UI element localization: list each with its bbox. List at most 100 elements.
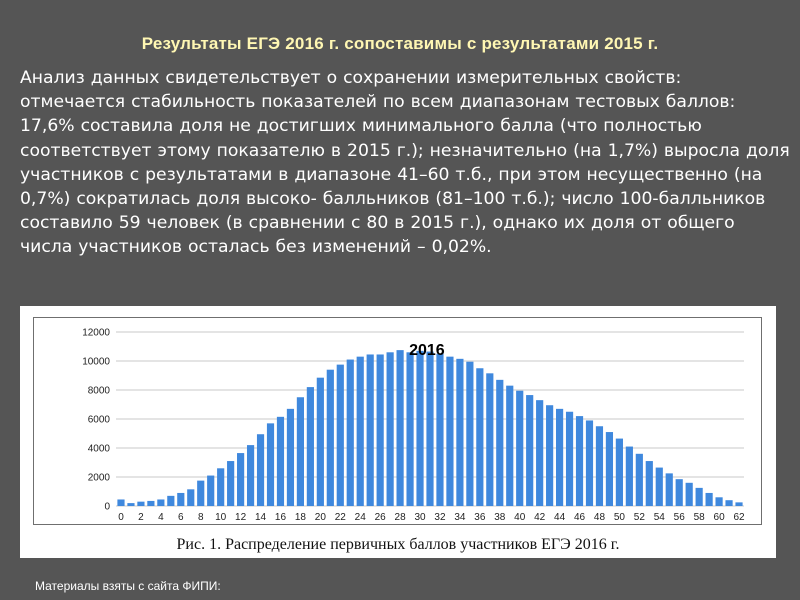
bar [167,495,175,506]
bar [625,446,633,506]
bar [217,468,225,506]
y-tick-label: 0 [104,502,110,513]
bar [536,400,544,506]
bar [605,432,614,506]
bar [476,368,484,506]
bar [695,487,703,506]
y-tick-label: 10000 [82,357,110,368]
bar [635,453,643,506]
bar [256,434,265,506]
bar [197,480,205,506]
bar [555,408,564,506]
x-tick-label: 54 [654,512,666,523]
bar [246,445,255,506]
x-tick-label: 56 [674,512,686,523]
x-tick-label: 32 [434,512,446,523]
x-tick-label: 6 [178,512,184,523]
bar [575,416,584,506]
bar [416,350,424,506]
x-tick-label: 18 [295,512,307,523]
chart-title: 2016 [409,342,445,359]
bar [177,492,185,506]
x-tick-label: 12 [235,512,247,523]
bar [546,405,554,506]
y-tick-label: 4000 [88,444,111,455]
bar [237,453,245,506]
bar [565,411,574,506]
x-tick-label: 38 [494,512,506,523]
x-tick-label: 28 [395,512,407,523]
x-tick-label: 14 [255,512,267,523]
bar [665,473,673,506]
x-tick-label: 62 [733,512,745,523]
bar [585,420,594,506]
bar [436,353,444,506]
bar [675,479,683,506]
bar [486,373,494,506]
x-tick-label: 58 [694,512,706,523]
bar [516,390,524,506]
source-footer: Материалы взяты с сайта ФИПИ: [35,579,221,593]
bar [376,354,384,506]
bar [526,395,534,506]
chart-caption: Рис. 1. Распределение первичных баллов у… [176,536,620,553]
bar [655,467,663,506]
x-tick-label: 16 [275,512,287,523]
bar [595,426,604,506]
bar [117,499,125,506]
bar [386,352,394,506]
bar [406,352,414,506]
chart-figure: 0 2000 4000 6000 8000 10000 12000 0 2 4 6 8 10 12 14 16… [20,306,776,558]
x-tick-label: 2 [138,512,144,523]
bar [326,369,334,506]
y-tick-label: 6000 [88,415,111,426]
x-tick-label: 40 [514,512,526,523]
bar [735,502,743,506]
bar [336,364,344,506]
bar [266,423,275,506]
bar [356,356,364,506]
x-tick-label: 8 [198,512,204,523]
bar [725,500,733,506]
x-tick-label: 60 [714,512,726,523]
bar [506,385,514,506]
analysis-text: Анализ данных свидетельствует о сохранен… [20,68,790,258]
bar [127,503,135,506]
bar [366,354,374,506]
x-tick-label: 26 [375,512,387,523]
bar [286,408,295,506]
x-tick-label: 20 [315,512,327,523]
x-tick-label: 34 [454,512,466,523]
x-tick-label: 10 [215,512,227,523]
y-tick-label: 12000 [82,328,110,339]
bar [615,438,623,506]
bar [456,358,464,506]
bar [227,461,235,506]
x-tick-label: 52 [634,512,646,523]
x-tick-label: 42 [534,512,546,523]
bar [685,482,693,506]
x-tick-label: 22 [335,512,347,523]
x-tick-label: 36 [474,512,486,523]
x-tick-label: 50 [614,512,626,523]
bar [496,379,504,506]
x-tick-label: 0 [118,512,124,523]
x-tick-label: 44 [554,512,566,523]
x-tick-label: 24 [355,512,367,523]
bar [396,350,404,506]
bar [466,361,474,506]
slide-title: Результаты ЕГЭ 2016 г. сопоставимы с рез… [141,34,659,53]
bar [446,356,454,506]
x-tick-label: 30 [414,512,426,523]
bar [137,501,145,506]
bar [645,461,653,506]
y-tick-label: 2000 [88,473,111,484]
bar [715,497,723,506]
bar [187,489,195,506]
x-tick-label: 4 [158,512,164,523]
bar [207,475,215,506]
bar [157,499,165,506]
bar [147,500,155,506]
bar [316,377,324,506]
